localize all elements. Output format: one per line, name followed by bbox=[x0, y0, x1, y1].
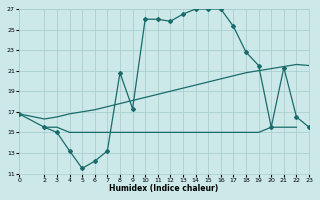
X-axis label: Humidex (Indice chaleur): Humidex (Indice chaleur) bbox=[109, 184, 219, 193]
